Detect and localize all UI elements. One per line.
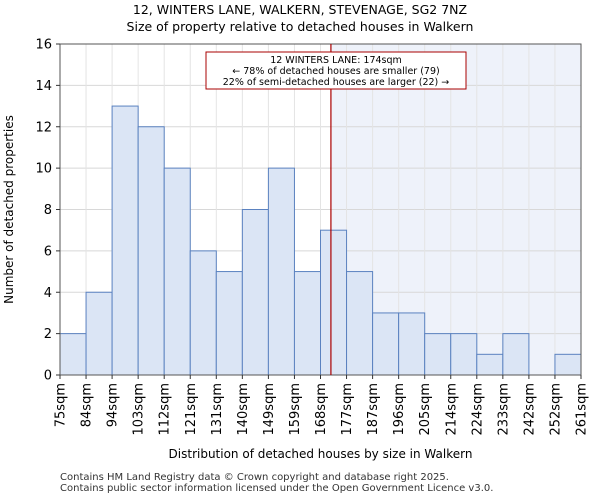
histogram-bar[interactable] (111, 105, 139, 376)
x-tick-label: 149sqm (262, 383, 277, 436)
x-tick-label: 242sqm (522, 383, 537, 436)
histogram-bar[interactable] (293, 271, 322, 376)
x-tick-label: 205sqm (418, 383, 433, 436)
chart-title: 12, WINTERS LANE, WALKERN, STEVENAGE, SG… (132, 2, 468, 17)
x-tick-label: 214sqm (444, 383, 459, 436)
histogram-bar[interactable] (320, 229, 348, 376)
x-tick-label: 75sqm (54, 383, 69, 427)
histogram-bar[interactable] (372, 312, 400, 376)
y-tick-label: 4 (44, 286, 52, 301)
x-tick-label: 252sqm (548, 383, 563, 436)
y-tick-label: 12 (35, 120, 52, 135)
histogram-bar[interactable] (346, 271, 374, 376)
histogram-bar[interactable] (59, 333, 87, 376)
histogram-bar[interactable] (554, 353, 582, 376)
histogram-bar[interactable] (267, 167, 295, 376)
x-tick-label: 187sqm (366, 383, 381, 436)
histogram-bar[interactable] (163, 167, 191, 376)
histogram-bar[interactable] (189, 250, 217, 376)
x-tick-label: 177sqm (340, 383, 355, 436)
histogram-bar[interactable] (215, 271, 243, 376)
histogram-bar[interactable] (398, 312, 426, 376)
x-tick-label: 84sqm (80, 383, 95, 427)
x-axis-label: Distribution of detached houses by size … (169, 447, 473, 461)
annotation-box (205, 51, 467, 90)
y-axis-label: Number of detached properties (2, 115, 16, 304)
x-tick-label: 168sqm (314, 383, 329, 436)
y-tick-label: 0 (44, 369, 52, 384)
histogram-bar[interactable] (85, 291, 113, 376)
y-tick-label: 8 (44, 203, 52, 218)
histogram-bar[interactable] (502, 333, 530, 376)
histogram-bar[interactable] (476, 353, 504, 376)
x-tick-label: 103sqm (132, 383, 147, 436)
annotation-line: ← 78% of detached houses are smaller (79… (232, 66, 439, 77)
x-tick-label: 233sqm (496, 383, 511, 436)
histogram-bar[interactable] (137, 126, 165, 376)
chart-subtitle: Size of property relative to detached ho… (126, 19, 474, 34)
y-tick-label: 14 (35, 79, 52, 94)
footer-line-1: Contains HM Land Registry data © Crown c… (60, 472, 449, 483)
x-tick-label: 196sqm (392, 383, 407, 436)
x-tick-label: 112sqm (158, 383, 173, 436)
y-tick-label: 2 (44, 327, 52, 342)
x-tick-label: 159sqm (288, 383, 303, 436)
x-tick-label: 131sqm (210, 383, 225, 436)
x-tick-label: 140sqm (236, 383, 251, 436)
y-tick-label: 6 (44, 244, 52, 259)
y-tick-label: 10 (35, 162, 52, 177)
x-tick-label: 224sqm (470, 383, 485, 436)
annotation-line: 22% of semi-detached houses are larger (… (223, 77, 450, 88)
x-tick-label: 121sqm (184, 383, 199, 436)
histogram-bar[interactable] (241, 209, 269, 376)
histogram-bar[interactable] (424, 333, 452, 376)
x-tick-label: 261sqm (575, 383, 590, 436)
y-tick-label: 16 (35, 38, 52, 53)
x-tick-label: 94sqm (106, 383, 121, 427)
annotation-line: 12 WINTERS LANE: 174sqm (270, 55, 402, 66)
footer-line-2: Contains public sector information licen… (60, 483, 494, 494)
histogram-bar[interactable] (450, 333, 478, 376)
